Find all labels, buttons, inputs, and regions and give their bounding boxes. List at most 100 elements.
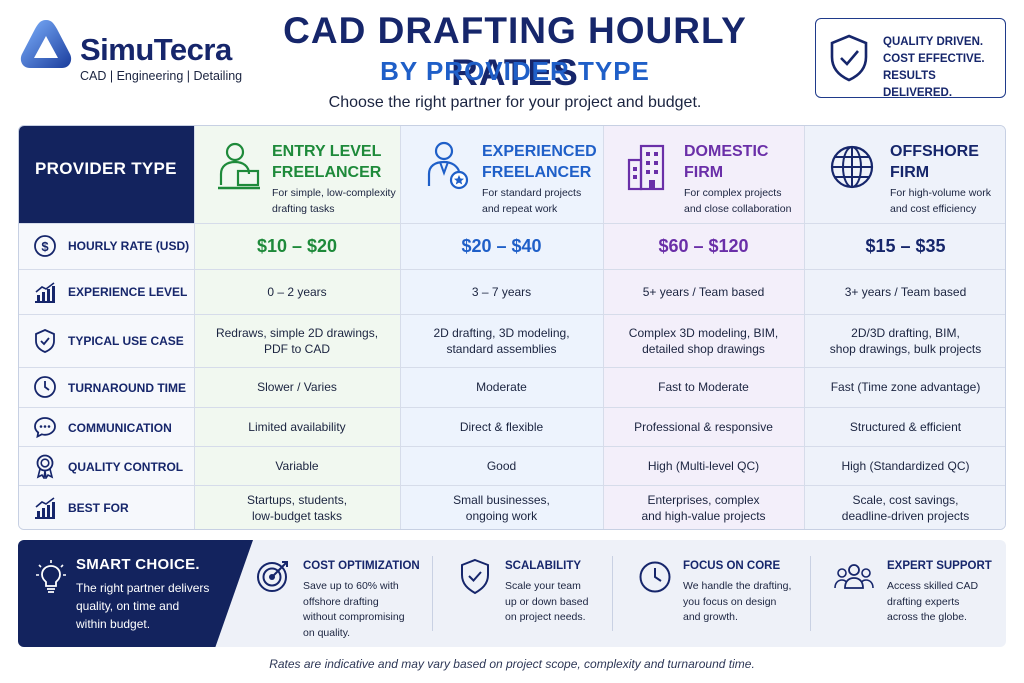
table-cell: Limited availability — [248, 419, 346, 434]
row-label-use-case: TYPICAL USE CASE — [19, 314, 194, 367]
feature-divider — [432, 556, 433, 631]
table-cell: Good — [486, 458, 517, 473]
feature-line: up or down based — [505, 595, 589, 608]
feature-line: drafting experts — [887, 595, 960, 608]
column-name-line1: ENTRY LEVEL — [272, 143, 382, 160]
row-label-text: HOURLY RATE (USD) — [68, 239, 190, 253]
cell-line: 2D drafting, 3D modeling, — [433, 325, 570, 340]
target-icon — [257, 561, 288, 592]
column-desc-line1: For simple, low-complexity — [272, 187, 396, 199]
growth-chart-icon — [35, 497, 55, 519]
cell-line: Scale, cost savings, — [852, 493, 959, 507]
table-cell: Fast to Moderate — [658, 380, 749, 394]
smart-choice-line: within budget. — [76, 617, 151, 631]
row-label-text: TURNAROUND TIME — [68, 381, 186, 395]
table-cell: High (Standardized QC) — [841, 458, 970, 473]
table-cell: 3+ years / Team based — [844, 284, 967, 299]
column-name-line2: FIRM — [890, 164, 930, 181]
badge-line-3: RESULTS DELIVERED. — [883, 70, 953, 99]
column-name-line1: EXPERIENCED — [482, 143, 597, 160]
quality-badge: QUALITY DRIVEN. COST EFFECTIVE. RESULTS … — [815, 18, 1006, 99]
brand-tagline: CAD | Engineering | Detailing — [80, 69, 243, 83]
feature-divider — [612, 556, 613, 631]
shield-check-icon — [830, 34, 868, 82]
rates-disclaimer: Rates are indicative and may vary based … — [269, 657, 755, 671]
column-desc-line1: For standard projects — [482, 187, 582, 199]
lightbulb-icon — [36, 560, 66, 593]
table-cell: Professional & responsive — [634, 419, 773, 434]
feature-line: without compromising — [303, 611, 405, 623]
feature-line: across the globe. — [887, 611, 967, 623]
feature-line: Save up to 60% with — [303, 580, 399, 592]
feature-title: SCALABILITY — [505, 560, 582, 572]
cell-line: shop drawings, bulk projects — [829, 341, 982, 356]
badge-line-1: QUALITY DRIVEN. — [883, 36, 984, 48]
shield-check-icon — [461, 558, 489, 595]
cell-line: low-budget tasks — [251, 509, 343, 523]
row-label-text: BEST FOR — [68, 501, 129, 515]
cell-line: standard assemblies — [446, 341, 557, 356]
column-desc-line2: and repeat work — [482, 203, 558, 215]
column-desc-line2: and cost efficiency — [890, 203, 977, 215]
feature-title: COST OPTIMIZATION — [303, 560, 420, 572]
row-label-experience: EXPERIENCE LEVEL — [19, 269, 194, 314]
cell-line: Redraws, simple 2D drawings, — [215, 325, 379, 340]
column-desc-line2: and close collaboration — [684, 203, 792, 215]
column-name-line2: FREELANCER — [482, 164, 592, 181]
chat-icon — [34, 417, 56, 439]
feature-line: Scale your team — [505, 580, 581, 592]
table-cell: Variable — [275, 458, 319, 473]
column-name-line2: FIRM — [684, 164, 724, 181]
cell-line: deadline-driven projects — [841, 509, 970, 523]
table-cell: Enterprises, complex and high-value proj… — [603, 485, 804, 529]
cell-line: 2D/3D drafting, BIM, — [851, 325, 960, 340]
cell-line: Startups, students, — [246, 493, 348, 507]
rates-table: PROVIDER TYPE ENTRY LEVEL FREELANCER For… — [18, 125, 1006, 530]
column-name-line1: DOMESTIC — [684, 143, 769, 160]
cell-line: and high-value projects — [641, 509, 766, 523]
feature-line: We handle the drafting, — [683, 580, 792, 592]
feature-line: offshore drafting — [303, 595, 379, 608]
smart-choice-line: quality, on time and — [76, 599, 180, 613]
table-cell: Redraws, simple 2D drawings, PDF to CAD — [194, 314, 400, 367]
table-cell: Slower / Varies — [257, 380, 337, 394]
clock-icon — [639, 561, 671, 593]
team-icon — [834, 564, 874, 589]
person-badge-icon — [427, 141, 469, 190]
column-name-line1: OFFSHORE — [890, 143, 979, 160]
smart-choice-title: SMART CHOICE. — [76, 556, 200, 573]
cell-line: Complex 3D modeling, BIM, — [628, 325, 779, 340]
column-desc-line1: For high-volume work — [890, 187, 991, 199]
rate-value: $20 – $40 — [461, 236, 542, 256]
benefits-band: SMART CHOICE. The right partner delivers… — [18, 540, 1006, 647]
row-label-text: COMMUNICATION — [68, 421, 172, 435]
col-bg-domestic — [603, 126, 804, 529]
feature-line: on quality. — [303, 626, 351, 639]
feature-line: and growth. — [683, 611, 738, 623]
feature-title: EXPERT SUPPORT — [887, 560, 992, 572]
rate-value: $15 – $35 — [865, 236, 946, 256]
table-cell: Complex 3D modeling, BIM, detailed shop … — [603, 314, 804, 367]
provider-type-header: PROVIDER TYPE — [19, 126, 194, 223]
column-desc-line2: drafting tasks — [272, 203, 335, 215]
smart-choice-panel: SMART CHOICE. The right partner delivers… — [18, 540, 253, 647]
table-cell: 2D drafting, 3D modeling, standard assem… — [400, 314, 603, 367]
table-cell: Structured & efficient — [849, 419, 962, 434]
table-cell: 5+ years / Team based — [642, 284, 765, 299]
row-label-turnaround: TURNAROUND TIME — [19, 367, 194, 407]
row-label-communication: COMMUNICATION — [19, 407, 194, 446]
table-cell: Direct & flexible — [459, 419, 544, 434]
cell-line: ongoing work — [465, 509, 538, 523]
row-label-text: QUALITY CONTROL — [68, 460, 184, 474]
dollar-icon: $ — [34, 235, 56, 257]
brand-name: SimuTecra — [80, 32, 232, 67]
bar-chart-icon — [35, 282, 55, 303]
triangle-loop-logo — [20, 20, 72, 68]
feature-line: Access skilled CAD — [887, 580, 979, 592]
row-label-hourly-rate: $ HOURLY RATE (USD) — [19, 223, 194, 269]
cell-line: Enterprises, complex — [647, 493, 760, 507]
table-cell: Scale, cost savings, deadline-driven pro… — [804, 485, 1005, 529]
table-cell: Startups, students, low-budget tasks — [194, 485, 400, 529]
smart-choice-line: The right partner delivers — [76, 581, 210, 595]
shield-check-icon — [35, 329, 55, 353]
